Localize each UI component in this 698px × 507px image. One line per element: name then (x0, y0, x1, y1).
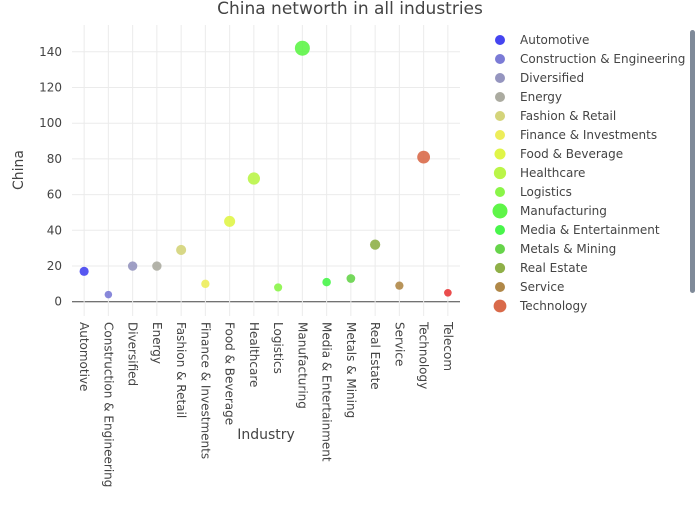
y-tick-label: 20 (47, 259, 62, 273)
legend-label[interactable]: Service (520, 280, 564, 294)
x-tick-label: Metals & Mining (344, 322, 358, 418)
x-tick-label: Service (392, 322, 406, 366)
legend-marker[interactable] (495, 130, 505, 140)
legend-label[interactable]: Healthcare (520, 166, 585, 180)
x-tick-label: Food & Beverage (223, 322, 237, 425)
legend-marker[interactable] (495, 35, 505, 45)
legend-scrollbar[interactable] (690, 30, 695, 293)
data-point[interactable] (417, 150, 431, 164)
y-tick-label: 140 (39, 45, 62, 59)
legend-marker[interactable] (494, 110, 506, 122)
x-tick-label: Fashion & Retail (174, 322, 188, 418)
legend-label[interactable]: Automotive (520, 33, 589, 47)
legend-marker[interactable] (495, 73, 505, 83)
x-tick-label: Healthcare (247, 322, 261, 387)
data-points (79, 40, 452, 299)
data-point[interactable] (274, 283, 283, 292)
x-tick-label: Energy (150, 322, 164, 364)
grid (72, 25, 460, 316)
legend-marker[interactable] (494, 262, 506, 274)
data-point[interactable] (224, 215, 236, 227)
y-tick-label: 60 (47, 188, 62, 202)
x-tick-label: Manufacturing (295, 322, 309, 409)
legend-label[interactable]: Real Estate (520, 261, 588, 275)
y-tick-label: 120 (39, 80, 62, 94)
data-point[interactable] (247, 172, 261, 185)
data-point[interactable] (346, 274, 356, 283)
y-axis-title: China (11, 150, 27, 190)
y-ticks: 0 20 40 60 80 100 120 140 (39, 45, 62, 309)
y-tick-label: 40 (47, 223, 62, 237)
x-axis-title: Industry (237, 427, 295, 443)
legend-label[interactable]: Fashion & Retail (520, 109, 616, 123)
y-tick-label: 80 (47, 152, 62, 166)
legend-marker[interactable] (495, 244, 505, 254)
data-point[interactable] (104, 290, 113, 299)
x-tick-label: Telecom (441, 321, 455, 371)
data-point[interactable] (294, 40, 310, 56)
x-tick-label: Diversified (126, 322, 140, 386)
legend[interactable]: Automotive Construction & Engineering Dive… (492, 33, 686, 313)
data-point[interactable] (127, 261, 138, 271)
legend-marker[interactable] (494, 148, 506, 160)
x-ticks: Automotive Construction & Engineering Dive… (77, 321, 455, 487)
data-point[interactable] (79, 266, 89, 276)
legend-marker[interactable] (492, 203, 508, 219)
legend-marker[interactable] (495, 187, 505, 197)
legend-label[interactable]: Diversified (520, 71, 584, 85)
x-tick-label: Construction & Engineering (101, 322, 115, 487)
legend-label[interactable]: Technology (519, 299, 587, 313)
data-point[interactable] (152, 261, 162, 271)
x-tick-label: Technology (417, 321, 431, 389)
chart-title: China networth in all industries (217, 0, 483, 19)
data-point[interactable] (201, 279, 210, 289)
legend-marker[interactable] (493, 166, 507, 180)
legend-label[interactable]: Manufacturing (520, 204, 607, 218)
legend-marker[interactable] (495, 225, 505, 235)
legend-label[interactable]: Construction & Engineering (520, 52, 685, 66)
y-tick-label: 100 (39, 116, 62, 130)
x-tick-label: Finance & Investments (198, 322, 212, 459)
legend-marker[interactable] (495, 282, 505, 292)
legend-label[interactable]: Finance & Investments (520, 128, 657, 142)
legend-label[interactable]: Metals & Mining (520, 242, 616, 256)
x-tick-label: Real Estate (368, 322, 382, 390)
data-point[interactable] (322, 277, 331, 287)
legend-marker[interactable] (495, 92, 505, 102)
legend-marker[interactable] (493, 299, 507, 313)
data-point[interactable] (395, 281, 404, 290)
legend-label[interactable]: Food & Beverage (520, 147, 623, 161)
x-tick-label: Logistics (271, 322, 285, 374)
x-tick-label: Automotive (77, 322, 91, 391)
x-tick-label: Media & Entertainment (320, 322, 334, 462)
legend-marker[interactable] (495, 54, 505, 64)
y-tick-label: 0 (54, 295, 62, 309)
data-point[interactable] (176, 244, 187, 255)
legend-label[interactable]: Energy (520, 90, 562, 104)
legend-label[interactable]: Media & Entertainment (520, 223, 660, 237)
legend-label[interactable]: Logistics (520, 185, 572, 199)
data-point[interactable] (369, 239, 381, 250)
data-point[interactable] (444, 288, 452, 297)
